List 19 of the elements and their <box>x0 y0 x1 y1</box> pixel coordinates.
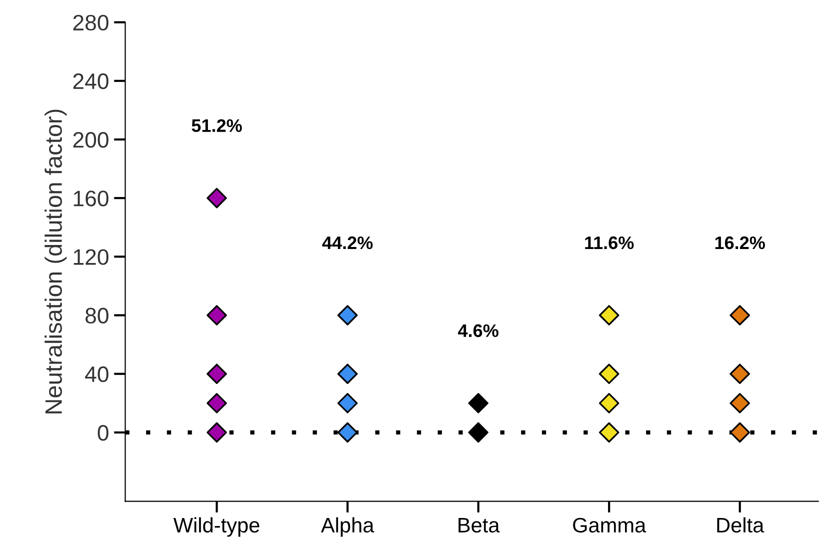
y-tick-label: 160 <box>74 190 108 206</box>
y-tick-label: 40 <box>85 366 108 382</box>
y-tick-label: 0 <box>98 424 108 441</box>
x-tick-label: Gamma <box>573 518 646 533</box>
y-axis-title: Neutralisation (dilution factor) <box>44 110 67 414</box>
annotation: 4.6% <box>458 324 498 338</box>
x-tick-label: Beta <box>458 518 500 533</box>
x-tick-label: Alpha <box>320 517 374 537</box>
x-tick-label: Wild-type <box>173 517 260 537</box>
y-tick-label: 200 <box>73 132 108 148</box>
annotation: 44.2% <box>322 236 373 250</box>
annotation: 51.2% <box>192 119 242 132</box>
y-tick-label: 280 <box>73 14 108 31</box>
y-tick-label: 80 <box>86 308 108 324</box>
y-tick-label: 240 <box>73 73 108 90</box>
annotation: 16.2% <box>715 236 765 250</box>
y-tick-label: 120 <box>74 249 108 265</box>
x-tick-label: Delta <box>717 517 764 533</box>
annotation: 11.6% <box>585 236 634 250</box>
